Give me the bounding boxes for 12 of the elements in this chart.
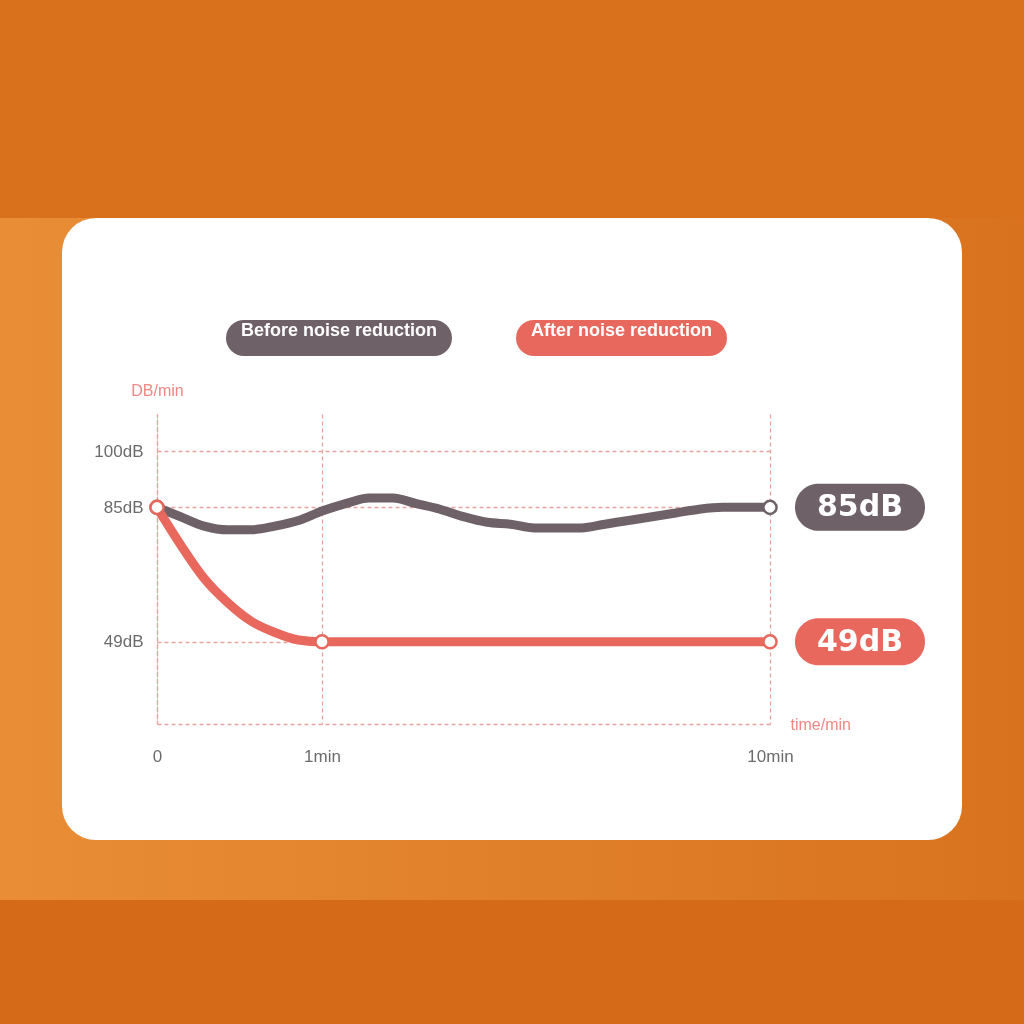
- y-tick-label: 100dB: [94, 441, 144, 461]
- x-tick-label: 0: [152, 746, 163, 766]
- y-tick-label: 85dB: [103, 497, 144, 517]
- text: Before noise reduction: [226, 320, 453, 356]
- x-tick-label: 10min: [747, 746, 794, 766]
- x-tick-label: 1min: [304, 746, 341, 766]
- data-label: 85dB: [816, 488, 904, 524]
- text: After noise reduction: [516, 320, 728, 356]
- x-axis-title: time/min: [790, 715, 851, 733]
- y-axis-title: DB/min: [131, 381, 184, 399]
- data-label: 49dB: [816, 622, 904, 658]
- y-tick-label: 49dB: [103, 632, 144, 652]
